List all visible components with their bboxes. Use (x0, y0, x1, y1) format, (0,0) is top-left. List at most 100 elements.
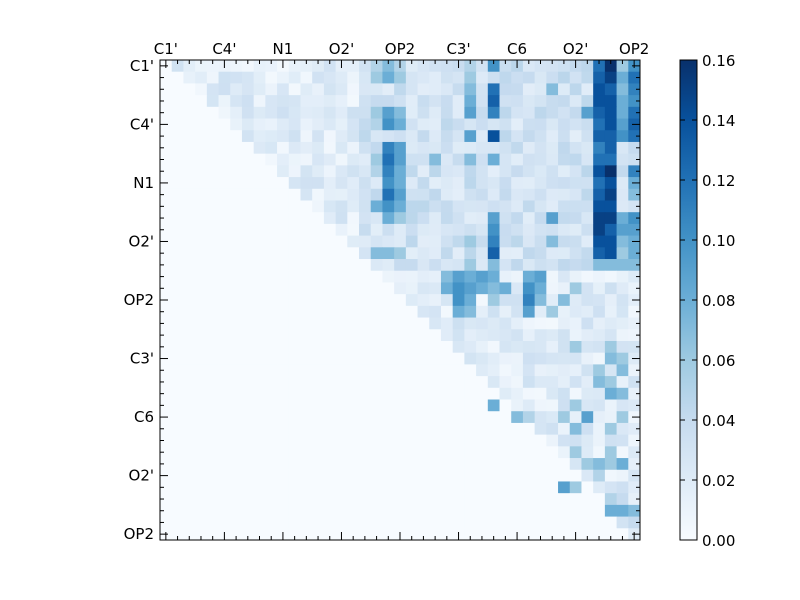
heatmap-cell (288, 364, 301, 377)
heatmap-cell (440, 212, 454, 225)
heatmap-cell (417, 270, 430, 283)
heatmap-cell (511, 141, 524, 155)
heatmap-cell (593, 352, 606, 365)
heatmap-cell (511, 83, 524, 96)
heatmap-cell (604, 411, 617, 424)
heatmap-cell (160, 504, 173, 517)
heatmap-cell (546, 282, 559, 295)
heatmap-cell (569, 223, 582, 237)
heatmap-cell (487, 294, 500, 307)
heatmap-cell (300, 528, 313, 541)
heatmap-cell (464, 247, 477, 260)
heatmap-cell (429, 106, 442, 119)
heatmap-cell (522, 469, 536, 482)
heatmap-cell (335, 434, 348, 447)
heatmap-cell (370, 516, 383, 529)
heatmap-cell (546, 446, 559, 459)
heatmap-cell (616, 399, 629, 412)
heatmap-cell (253, 493, 266, 506)
heatmap-cell (534, 422, 547, 436)
heatmap-cell (511, 469, 524, 482)
heatmap-cell (522, 235, 536, 248)
heatmap-cell (405, 493, 418, 506)
heatmap-cell (522, 399, 536, 412)
heatmap-cell (616, 387, 629, 400)
heatmap-cell (312, 282, 325, 295)
heatmap-cell (534, 247, 547, 260)
heatmap-cell (534, 188, 547, 201)
heatmap-cell (253, 223, 266, 237)
heatmap-cell (206, 434, 219, 447)
heatmap-cell (171, 469, 184, 482)
heatmap-cell (195, 376, 208, 389)
heatmap-cell (277, 352, 290, 365)
heatmap-cell (534, 434, 547, 447)
heatmap-cell (312, 153, 325, 166)
heatmap-cell (394, 317, 407, 330)
heatmap-cell (628, 376, 641, 389)
heatmap-cell (405, 130, 418, 143)
heatmap-cell (440, 399, 454, 412)
heatmap-cell (160, 516, 173, 529)
heatmap-cell (312, 399, 325, 412)
heatmap-cell (546, 340, 559, 354)
heatmap-cell (230, 60, 243, 73)
heatmap-cell (312, 270, 325, 283)
heatmap-cell (230, 259, 243, 272)
heatmap-cell (347, 247, 360, 260)
heatmap-cell (546, 130, 559, 143)
heatmap-cell (382, 118, 395, 131)
heatmap-cell (183, 352, 196, 365)
heatmap-cell (382, 399, 395, 412)
heatmap-cell (382, 165, 395, 178)
heatmap-cell (581, 422, 594, 436)
heatmap-cell (546, 387, 559, 400)
heatmap-cell (323, 188, 337, 201)
heatmap-cell (253, 317, 266, 330)
heatmap-cell (323, 458, 337, 471)
heatmap-cell (511, 317, 524, 330)
heatmap-cell (452, 446, 465, 459)
heatmap-cell (288, 422, 301, 436)
heatmap-cell (593, 317, 606, 330)
heatmap-cell (534, 223, 547, 237)
heatmap-cell (218, 469, 231, 482)
heatmap-cell (604, 528, 617, 541)
heatmap-cell (195, 165, 208, 178)
heatmap-cell (394, 106, 407, 119)
heatmap-cell (265, 446, 278, 459)
heatmap-cell (452, 212, 465, 225)
colorbar-tick-label: 0.12 (702, 172, 735, 190)
heatmap-cell (476, 259, 489, 272)
heatmap-cell (487, 376, 500, 389)
heatmap-cell (534, 399, 547, 412)
heatmap-cell (206, 270, 219, 283)
heatmap-cell (604, 434, 617, 447)
heatmap-cell (370, 504, 383, 517)
heatmap-cell (628, 188, 641, 201)
heatmap-cell (277, 212, 290, 225)
heatmap-cell (230, 340, 243, 354)
heatmap-cell (277, 235, 290, 248)
heatmap-cell (277, 282, 290, 295)
heatmap-cell (195, 317, 208, 330)
heatmap-cell (288, 376, 301, 389)
heatmap-cell (429, 399, 442, 412)
heatmap-cell (464, 434, 477, 447)
heatmap-cell (558, 223, 571, 237)
heatmap-cell (370, 141, 383, 155)
heatmap-cell (628, 212, 641, 225)
heatmap-cell (253, 446, 266, 459)
heatmap-cell (253, 481, 266, 494)
heatmap-cell (265, 235, 278, 248)
heatmap-cell (569, 305, 582, 318)
heatmap-cell (241, 177, 255, 190)
heatmap-cell (359, 434, 372, 447)
heatmap-cell (440, 305, 454, 318)
heatmap-cell (464, 340, 477, 354)
heatmap-cell (160, 399, 173, 412)
heatmap-cell (429, 504, 442, 517)
heatmap-cell (312, 422, 325, 436)
heatmap-cell (335, 469, 348, 482)
heatmap-cell (312, 235, 325, 248)
